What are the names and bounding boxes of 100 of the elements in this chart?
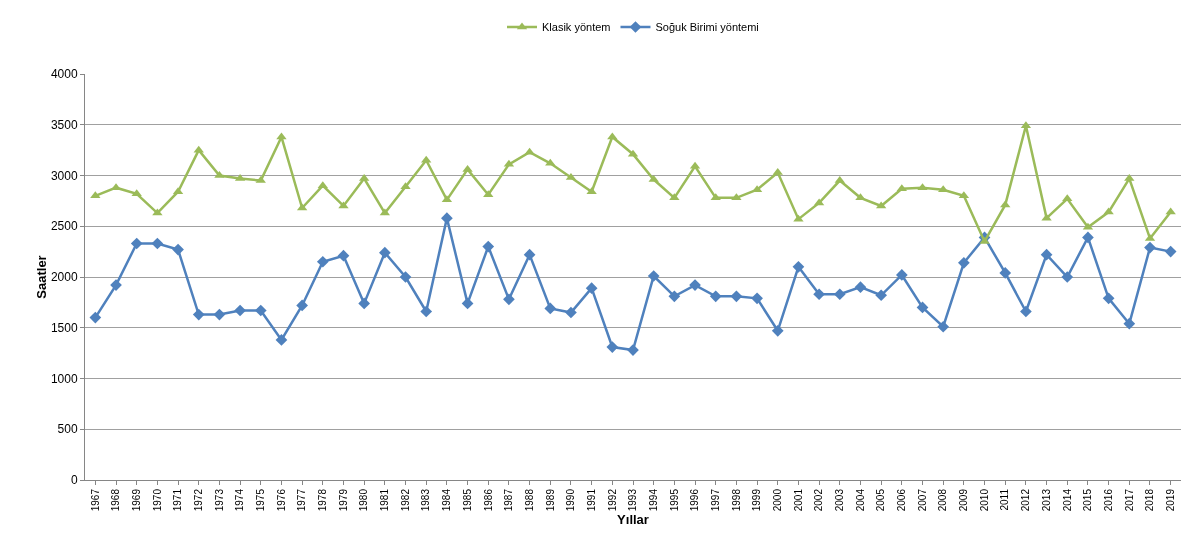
y-tick-label: 3000 [50, 168, 78, 183]
x-tick-label: 2012 [1020, 488, 1032, 512]
y-tick-label: 4000 [50, 67, 78, 82]
x-tick-label: 1994 [647, 488, 659, 512]
x-tick-label: 1997 [709, 488, 721, 512]
point [234, 304, 246, 317]
point [647, 270, 660, 282]
point [462, 164, 473, 172]
point [151, 237, 164, 250]
x-tick-label: 2002 [813, 488, 825, 512]
x-tick-label: 2017 [1123, 488, 1135, 512]
point [771, 324, 784, 337]
point [855, 193, 866, 201]
point [606, 341, 619, 353]
point [172, 243, 184, 256]
point [710, 193, 721, 201]
x-tick-label: 1978 [317, 488, 329, 512]
point [772, 167, 783, 175]
x-tick-label: 2008 [937, 488, 949, 512]
point [275, 334, 288, 346]
point [895, 269, 908, 281]
point [296, 299, 308, 312]
x-tick-label: 1986 [482, 488, 494, 512]
x-tick-label: 2006 [896, 488, 908, 512]
x-tick-label: 1967 [89, 488, 101, 512]
point [875, 289, 887, 302]
x-tick-label: 1980 [358, 488, 370, 512]
point [213, 308, 226, 321]
y-tick-label: 3500 [50, 117, 78, 132]
x-tick-label: 2018 [1144, 488, 1156, 512]
point [1144, 241, 1156, 254]
legend-label: Soğuk Birimi yöntemi [655, 21, 759, 34]
point [792, 261, 805, 273]
x-tick-label: 2001 [792, 488, 804, 512]
point [421, 155, 432, 163]
x-tick-label: 2005 [875, 488, 887, 512]
point [813, 288, 825, 301]
point [503, 293, 515, 306]
y-axis-title: Saatler [33, 255, 49, 299]
y-tick-label: 2500 [50, 219, 78, 234]
point [607, 132, 618, 140]
point [1164, 245, 1177, 258]
x-tick-label: 1973 [213, 488, 225, 512]
x-tick-label: 1987 [503, 488, 515, 512]
x-tick-label: 2009 [958, 488, 970, 512]
x-tick-label: 1993 [627, 488, 639, 512]
point [1082, 231, 1094, 244]
x-tick-label: 1974 [234, 488, 246, 512]
x-tick-label: 1981 [379, 488, 391, 512]
x-tick-label: 2011 [999, 488, 1011, 511]
y-tick-label: 2000 [50, 270, 78, 285]
point [1000, 200, 1011, 208]
point [751, 292, 763, 305]
x-tick-label: 1976 [275, 488, 287, 512]
y-tick-label: 0 [70, 473, 78, 488]
x-tick-label: 1995 [668, 488, 680, 512]
point [482, 240, 495, 253]
point [1123, 317, 1136, 330]
point [565, 306, 577, 319]
legend-label: Klasik yöntem [542, 21, 611, 34]
x-tick-label: 1985 [461, 488, 473, 512]
point [545, 158, 556, 166]
x-axis-title: Yıllar [617, 511, 649, 527]
point [399, 271, 412, 283]
point [90, 191, 101, 199]
x-tick-label: 1992 [606, 488, 618, 512]
point [1040, 248, 1053, 261]
point [483, 190, 494, 198]
x-tick-label: 2015 [1082, 488, 1094, 512]
point [979, 236, 990, 244]
point [669, 193, 680, 201]
x-tick-label: 1971 [172, 488, 184, 512]
point [1020, 305, 1032, 318]
point [379, 246, 391, 259]
x-tick-label: 1972 [192, 488, 204, 512]
x-tick-label: 1969 [130, 488, 142, 512]
point [999, 267, 1012, 279]
x-tick-label: 1989 [544, 488, 556, 512]
x-tick-label: 1977 [296, 488, 308, 512]
y-tick-label: 500 [57, 422, 78, 437]
point [254, 304, 267, 317]
point [916, 301, 929, 314]
point [958, 256, 970, 269]
point [337, 249, 350, 262]
point [1102, 292, 1115, 305]
x-tick-label: 1996 [689, 488, 701, 512]
point [544, 302, 557, 315]
x-tick-label: 1975 [255, 488, 267, 512]
point [338, 201, 349, 209]
x-tick-label: 2016 [1102, 488, 1114, 512]
point [854, 281, 867, 293]
point [1062, 194, 1073, 202]
x-tick-label: 1984 [441, 488, 453, 512]
point [523, 248, 536, 261]
point [131, 189, 142, 197]
point [709, 290, 722, 303]
point [89, 311, 102, 324]
x-tick-label: 2004 [854, 488, 866, 512]
point [316, 255, 329, 268]
x-tick-label: 1982 [399, 488, 411, 512]
